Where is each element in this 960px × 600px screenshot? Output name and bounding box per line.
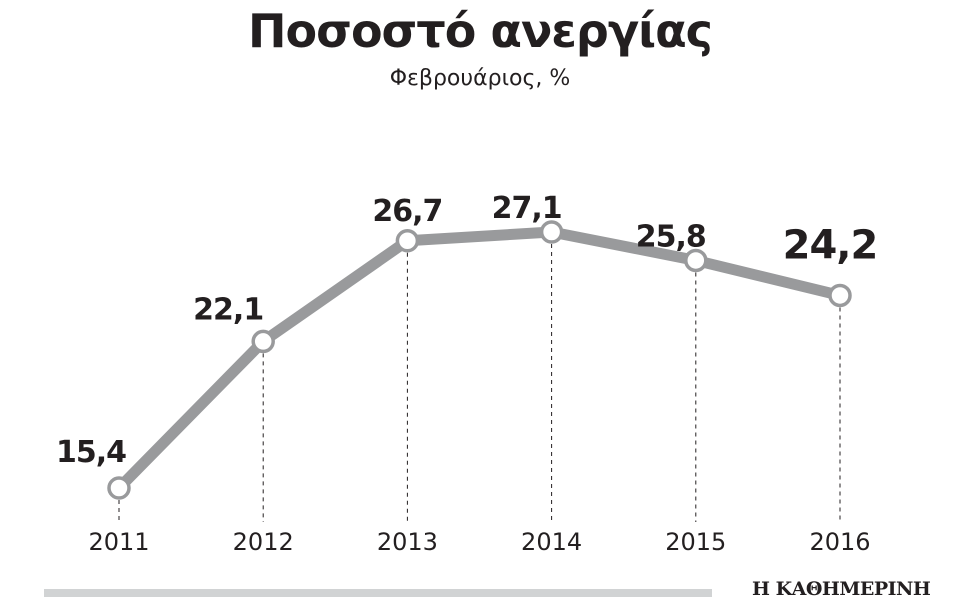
x-axis-label: 2016 [809,528,870,556]
publisher-logo: Η ΚΑΘΗΜΕΡΙΝΗ [752,578,931,600]
data-point-marker [539,220,564,244]
data-labels: 15,4 22,1 26,7 27,1 25,8 24,2 [56,191,878,470]
data-point-marker [828,283,852,308]
data-point-marker [684,248,708,273]
chart-title: Ποσοστό ανεργίας [248,4,713,58]
data-point-marker [395,229,420,253]
data-point-marker [251,329,275,354]
drop-lines [118,244,841,522]
x-axis-label: 2011 [88,528,149,556]
data-point-marker [107,476,131,500]
data-label: 24,2 [783,222,878,268]
data-label: 15,4 [56,435,126,470]
x-axis-label: 2012 [233,528,294,556]
series-line [115,226,842,492]
x-axis-labels: 2011 2012 2013 2014 2015 2016 [88,528,870,556]
chart-subtitle: Φεβρουάριος, % [389,66,571,91]
data-label: 26,7 [372,194,442,229]
markers [107,220,852,500]
data-label: 25,8 [636,219,706,254]
footer-bar [44,589,712,597]
x-axis-label: 2013 [377,528,438,556]
x-axis-label: 2014 [521,528,582,556]
x-axis-label: 2015 [665,528,726,556]
data-label: 27,1 [492,191,562,226]
data-label: 22,1 [193,292,263,327]
